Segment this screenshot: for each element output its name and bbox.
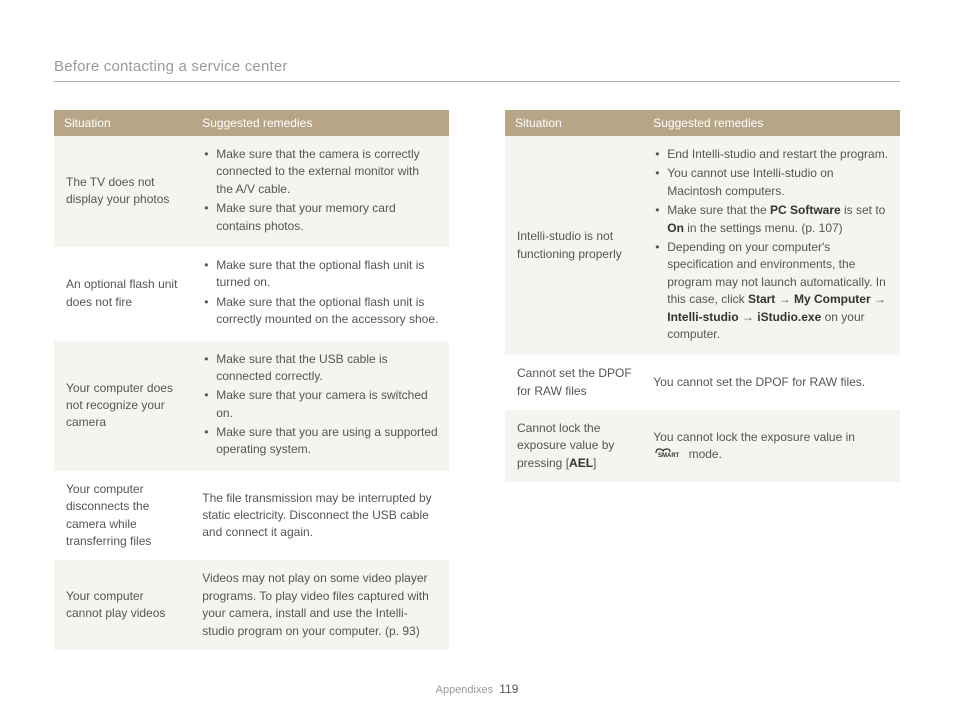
table-row: Cannot set the DPOF for RAW files You ca… — [505, 355, 900, 410]
remedy-item: Make sure that you are using a supported… — [202, 424, 439, 459]
situation-cell: Intelli-studio is not functioning proper… — [505, 136, 643, 355]
table-row: Intelli-studio is not functioning proper… — [505, 136, 900, 355]
text-span: You cannot lock the exposure value in — [653, 430, 855, 444]
table-header-row: Situation Suggested remedies — [505, 110, 900, 136]
arrow-icon: → — [775, 292, 794, 306]
remedy-cell: You cannot set the DPOF for RAW files. — [643, 355, 900, 410]
remedy-item: You cannot use Intelli-studio on Macinto… — [653, 165, 890, 200]
page-title: Before contacting a service center — [54, 58, 900, 82]
bold-text: Start — [748, 292, 775, 306]
remedy-item: Make sure that the camera is correctly c… — [202, 146, 439, 198]
remedy-item: Make sure that the PC Software is set to… — [653, 202, 890, 237]
remedy-cell: Make sure that the camera is correctly c… — [192, 136, 449, 247]
bold-text: My Computer — [794, 292, 871, 306]
remedy-cell: The file transmission may be interrupted… — [192, 471, 449, 561]
text-span: is set to — [841, 203, 886, 217]
bold-text: AEL — [569, 456, 593, 470]
situation-cell: Your computer cannot play videos — [54, 560, 192, 650]
header-remedies: Suggested remedies — [192, 110, 449, 136]
left-table: Situation Suggested remedies The TV does… — [54, 110, 449, 650]
remedy-item: Make sure that the optional flash unit i… — [202, 294, 439, 329]
bold-text: iStudio.exe — [757, 310, 821, 324]
remedy-cell: Videos may not play on some video player… — [192, 560, 449, 650]
table-row: An optional flash unit does not fire Mak… — [54, 247, 449, 341]
remedy-list: Make sure that the camera is correctly c… — [202, 146, 439, 235]
situation-cell: Your computer does not recognize your ca… — [54, 341, 192, 471]
remedy-item: Make sure that the optional flash unit i… — [202, 257, 439, 292]
svg-text:SMART: SMART — [658, 453, 680, 458]
right-column: Situation Suggested remedies Intelli-stu… — [505, 110, 900, 650]
remedy-cell: Make sure that the USB cable is connecte… — [192, 341, 449, 471]
remedy-item: Make sure that the USB cable is connecte… — [202, 351, 439, 386]
text-span: Make sure that the — [667, 203, 770, 217]
table-row: The TV does not display your photos Make… — [54, 136, 449, 247]
left-column: Situation Suggested remedies The TV does… — [54, 110, 449, 650]
situation-cell: The TV does not display your photos — [54, 136, 192, 247]
remedy-item: End Intelli-studio and restart the progr… — [653, 146, 890, 163]
situation-cell: Your computer disconnects the camera whi… — [54, 471, 192, 561]
situation-cell: An optional flash unit does not fire — [54, 247, 192, 341]
text-span: in the settings menu. (p. 107) — [684, 221, 843, 235]
table-row: Your computer does not recognize your ca… — [54, 341, 449, 471]
bold-text: On — [667, 221, 684, 235]
remedy-item: Make sure that your memory card contains… — [202, 200, 439, 235]
situation-cell: Cannot set the DPOF for RAW files — [505, 355, 643, 410]
remedy-list: Make sure that the optional flash unit i… — [202, 257, 439, 329]
smart-mode-icon: SMART — [653, 446, 685, 463]
text-span: Cannot lock the exposure value by pressi… — [517, 421, 614, 470]
remedy-cell: Make sure that the optional flash unit i… — [192, 247, 449, 341]
header-remedies: Suggested remedies — [643, 110, 900, 136]
header-situation: Situation — [54, 110, 192, 136]
remedy-list: End Intelli-studio and restart the progr… — [653, 146, 890, 343]
right-table: Situation Suggested remedies Intelli-stu… — [505, 110, 900, 482]
bold-text: PC Software — [770, 203, 841, 217]
arrow-icon: → — [739, 310, 758, 324]
text-span: mode. — [685, 447, 722, 461]
table-header-row: Situation Suggested remedies — [54, 110, 449, 136]
bold-text: Intelli-studio — [667, 310, 738, 324]
remedy-cell: End Intelli-studio and restart the progr… — [643, 136, 900, 355]
text-span: ] — [593, 456, 596, 470]
footer-section-label: Appendixes — [436, 684, 494, 696]
page-footer: Appendixes 119 — [0, 682, 954, 696]
remedy-item: Depending on your computer's specificati… — [653, 239, 890, 343]
table-row: Your computer disconnects the camera whi… — [54, 471, 449, 561]
remedy-item: Make sure that your camera is switched o… — [202, 387, 439, 422]
page-root: Before contacting a service center Situa… — [0, 0, 954, 720]
arrow-icon: → — [871, 292, 886, 306]
situation-cell: Cannot lock the exposure value by pressi… — [505, 410, 643, 482]
remedy-list: Make sure that the USB cable is connecte… — [202, 351, 439, 459]
header-situation: Situation — [505, 110, 643, 136]
footer-page-number: 119 — [499, 682, 518, 696]
table-row: Cannot lock the exposure value by pressi… — [505, 410, 900, 482]
content-columns: Situation Suggested remedies The TV does… — [54, 110, 900, 650]
table-row: Your computer cannot play videos Videos … — [54, 560, 449, 650]
remedy-cell: You cannot lock the exposure value in SM… — [643, 410, 900, 482]
